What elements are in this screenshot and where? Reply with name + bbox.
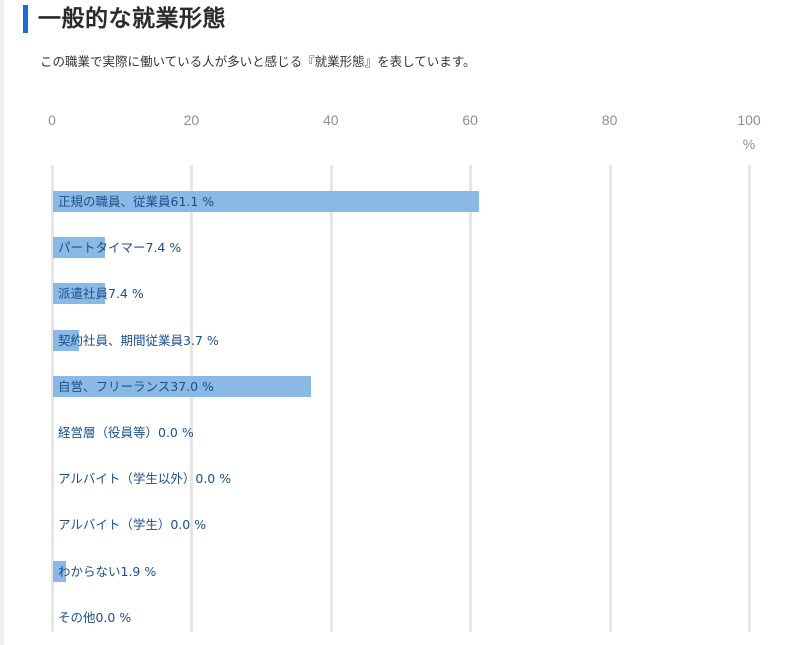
bar-row: パートタイマー7.4 %: [53, 237, 753, 259]
title-accent-bar: [23, 5, 28, 33]
bar-label: 自営、フリーランス37.0 %: [58, 378, 214, 394]
bar-row: 正規の職員、従業員61.1 %: [53, 191, 753, 213]
bar-label: その他0.0 %: [58, 609, 132, 625]
bar-label: アルバイト（学生以外）0.0 %: [58, 471, 232, 487]
bar-label: パートタイマー7.4 %: [58, 240, 182, 256]
bar: [53, 237, 105, 259]
bar-row: 派遣社員7.4 %: [53, 283, 753, 305]
x-axis-tick-label: 40: [323, 112, 339, 128]
x-axis-tick-label: 100: [737, 112, 761, 128]
bar-row: 経営層（役員等）0.0 %: [53, 422, 753, 444]
bar: [53, 375, 311, 397]
bar-row: 自営、フリーランス37.0 %: [53, 375, 753, 398]
bar-row: わからない1.9 %: [53, 560, 753, 583]
vertical-grid-line: [608, 165, 612, 632]
bar: [53, 283, 105, 305]
x-axis-tick-label: 20: [183, 112, 200, 128]
vertical-grid-line: [190, 165, 194, 632]
bar-label: 契約社員、期間従業員3.7 %: [58, 332, 219, 348]
bar: [53, 191, 479, 212]
vertical-grid-line: [51, 165, 54, 632]
bar: [53, 560, 67, 582]
x-axis-tick-label: 60: [462, 112, 478, 128]
section-description: この職業で実際に働いている人が多いと感じる『就業形態』を表しています。: [40, 54, 476, 69]
bar-label: 正規の職員、従業員61.1 %: [58, 194, 215, 209]
bar-label: 経営層（役員等）0.0 %: [58, 425, 194, 440]
bar-label: 派遣社員7.4 %: [58, 286, 144, 302]
bar-row: アルバイト（学生）0.0 %: [53, 514, 753, 536]
bar: [53, 329, 79, 351]
bar-row: 契約社員、期間従業員3.7 %: [53, 329, 753, 352]
left-border-strip: [0, 0, 4, 645]
x-axis-tick-label: 0: [48, 112, 56, 128]
bar-row: その他0.0 %: [53, 607, 753, 629]
x-axis-tick-label: 80: [601, 112, 618, 128]
x-axis-unit-label: %: [742, 136, 756, 152]
bar-row: アルバイト（学生以外）0.0 %: [53, 468, 753, 490]
vertical-grid-line: [329, 165, 333, 632]
bar-label: わからない1.9 %: [58, 563, 157, 579]
section-title: 一般的な就業形態: [38, 6, 226, 32]
bar-label: アルバイト（学生）0.0 %: [58, 517, 207, 533]
vertical-grid-line: [469, 165, 473, 632]
vertical-grid-line: [748, 165, 751, 632]
